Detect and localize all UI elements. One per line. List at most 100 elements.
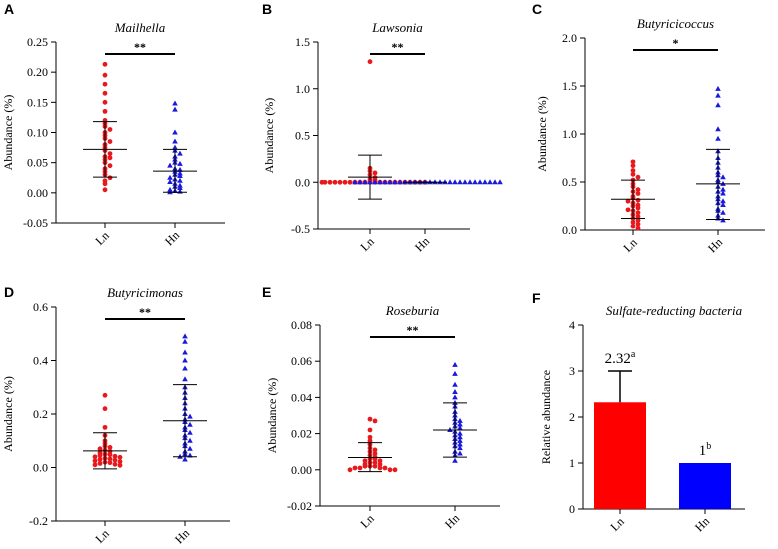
- data-point: [372, 460, 378, 465]
- bar-value: 2.32: [605, 351, 631, 367]
- data-point: [372, 179, 378, 185]
- data-point: [187, 429, 193, 435]
- y-tick-label: 0.15: [27, 95, 48, 109]
- data-point: [372, 451, 378, 456]
- data-point: [347, 179, 353, 185]
- data-point: [452, 388, 458, 394]
- data-point: [452, 457, 458, 463]
- y-tick-label: 0.00: [27, 186, 48, 200]
- panel-b: B Lawsonia -0.5 0.0 0.5 1.0 1.5 Abundance (%) Ln…: [262, 1, 503, 254]
- data-point: [97, 453, 103, 458]
- data-point: [167, 178, 173, 184]
- data-point: [362, 179, 368, 185]
- data-point: [630, 223, 636, 229]
- data-point: [112, 457, 118, 463]
- data-point: [102, 392, 108, 398]
- data-point: [457, 417, 463, 423]
- y-tick-label: 0.02: [291, 427, 312, 441]
- significance-label: *: [673, 36, 679, 50]
- significance-label: **: [134, 40, 146, 54]
- bar-superscript: b: [706, 441, 711, 452]
- data-point: [182, 456, 188, 462]
- data-point: [452, 179, 458, 185]
- data-point: [102, 406, 108, 412]
- data-point: [187, 445, 193, 451]
- data-point: [167, 162, 173, 168]
- data-point: [117, 462, 123, 468]
- y-tick-label: 0.0: [562, 223, 577, 237]
- y-tick-label: 3: [569, 364, 575, 378]
- data-point: [397, 179, 403, 185]
- data-point: [715, 135, 721, 141]
- data-point: [102, 72, 108, 78]
- data-point: [182, 333, 188, 339]
- data-point: [187, 437, 193, 443]
- data-point: [337, 179, 343, 185]
- panel-e: E Roseburia -0.02 0.00 0.02 0.04 0.06 0.08 Abund…: [262, 284, 500, 531]
- y-axis-label: Abundance (%): [1, 376, 15, 452]
- data-point: [625, 198, 631, 204]
- bar-value-label: 2.32a: [605, 349, 636, 367]
- data-point: [187, 421, 193, 427]
- data-point: [102, 99, 108, 105]
- data-point: [177, 160, 183, 166]
- data-point: [487, 179, 493, 185]
- data-point: [715, 85, 721, 91]
- data-point: [635, 214, 641, 219]
- data-point: [497, 179, 503, 185]
- data-point: [377, 465, 383, 471]
- data-point: [630, 168, 636, 173]
- data-point: [382, 179, 388, 185]
- data-point: [182, 357, 188, 363]
- chart-title: Mailhella: [114, 20, 166, 35]
- y-tick-label: 0.00: [291, 463, 312, 477]
- data-point: [447, 179, 453, 185]
- data-point: [715, 126, 721, 132]
- y-tick-label: 0.10: [27, 126, 48, 140]
- data-point: [362, 458, 368, 464]
- data-point: [457, 425, 463, 431]
- data-point: [357, 179, 363, 185]
- data-point: [715, 92, 721, 98]
- data-point: [457, 441, 463, 447]
- data-point: [182, 376, 188, 382]
- data-point: [107, 155, 113, 161]
- data-point: [102, 108, 108, 114]
- data-point: [92, 462, 98, 468]
- data-point: [452, 394, 458, 400]
- x-tick-label: Ln: [358, 235, 377, 254]
- x-tick-label: Hn: [692, 514, 712, 534]
- data-point: [377, 179, 383, 185]
- data-point: [187, 452, 193, 458]
- x-tick-label: Ln: [608, 515, 627, 534]
- y-tick-label: 1.5: [562, 79, 577, 93]
- data-point: [630, 163, 636, 169]
- data-point: [720, 209, 726, 215]
- data-point: [112, 461, 118, 467]
- y-tick-label: 0.6: [33, 300, 48, 314]
- data-point: [635, 221, 641, 227]
- chart-title: Sulfate-reducting bacteria: [606, 303, 743, 318]
- data-point: [372, 463, 378, 469]
- y-tick-label: 0.4: [33, 354, 48, 368]
- y-axis-label: Abundance (%): [262, 98, 276, 174]
- panel-letter: B: [262, 1, 272, 17]
- data-point: [457, 430, 463, 436]
- data-point: [377, 461, 383, 467]
- data-point: [177, 150, 183, 156]
- y-tick-label: 0.5: [562, 175, 577, 189]
- data-point: [97, 446, 103, 452]
- data-point: [167, 174, 173, 180]
- data-point: [367, 427, 373, 433]
- data-point: [102, 424, 108, 430]
- data-point: [482, 179, 488, 185]
- data-point: [107, 456, 113, 462]
- significance-label: **: [392, 40, 404, 54]
- panel-letter: A: [4, 1, 14, 17]
- y-tick-label: 0.0: [295, 175, 310, 189]
- data-point: [102, 61, 108, 67]
- data-point: [382, 465, 388, 471]
- data-point: [720, 174, 726, 180]
- chart-title: Butyricicoccus: [637, 16, 714, 31]
- x-tick-label: Hn: [442, 511, 462, 531]
